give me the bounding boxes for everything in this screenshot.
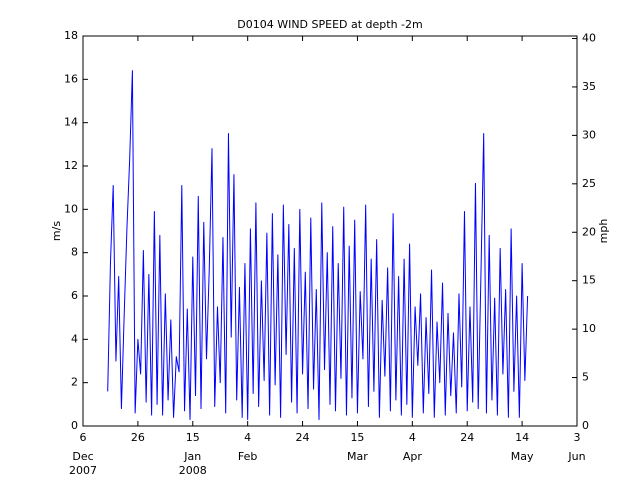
y-tick-label: 6 [71, 289, 78, 302]
y-tick-label: 8 [71, 246, 78, 259]
x-month-label: Feb [238, 450, 257, 463]
y2-tick-label: 30 [582, 128, 596, 141]
x-tick-label: 26 [131, 431, 145, 444]
x-tick-label: 4 [244, 431, 251, 444]
chart-title: D0104 WIND SPEED at depth -2m [237, 18, 423, 31]
y2-tick-label: 40 [582, 32, 596, 45]
x-tick-label: 6 [80, 431, 87, 444]
y2-tick-label: 10 [582, 322, 596, 335]
y2-axis-label: mph [597, 219, 610, 244]
x-month-label: Apr [403, 450, 423, 463]
y-tick-label: 18 [64, 29, 78, 42]
x-tick-label: 4 [409, 431, 416, 444]
y2-tick-label: 25 [582, 177, 596, 190]
y-tick-label: 10 [64, 202, 78, 215]
series-line [107, 70, 529, 420]
y2-tick-label: 0 [582, 419, 589, 432]
y-axis-label: m/s [50, 221, 63, 241]
x-tick-label: 3 [574, 431, 581, 444]
x-month-label: Jan [183, 450, 201, 463]
y2-tick-label: 20 [582, 225, 596, 238]
x-year-label: 2007 [69, 464, 97, 477]
y2-tick-label: 5 [582, 371, 589, 384]
x-month-label: Jun [567, 450, 585, 463]
y-tick-label: 16 [64, 72, 78, 85]
x-month-label: Mar [347, 450, 368, 463]
x-year-label: 2008 [179, 464, 207, 477]
y-tick-label: 12 [64, 159, 78, 172]
y2-tick-label: 35 [582, 80, 596, 93]
y-tick-label: 4 [71, 332, 78, 345]
x-tick-label: 24 [460, 431, 474, 444]
y-tick-label: 2 [71, 376, 78, 389]
x-month-label: May [511, 450, 534, 463]
y-tick-label: 0 [71, 419, 78, 432]
y2-tick-label: 15 [582, 274, 596, 287]
x-tick-label: 15 [186, 431, 200, 444]
x-tick-label: 15 [350, 431, 364, 444]
x-tick-label: 24 [296, 431, 310, 444]
plot-frame [82, 35, 578, 427]
y-tick-label: 14 [64, 116, 78, 129]
x-month-label: Dec [72, 450, 93, 463]
x-tick-label: 14 [515, 431, 529, 444]
